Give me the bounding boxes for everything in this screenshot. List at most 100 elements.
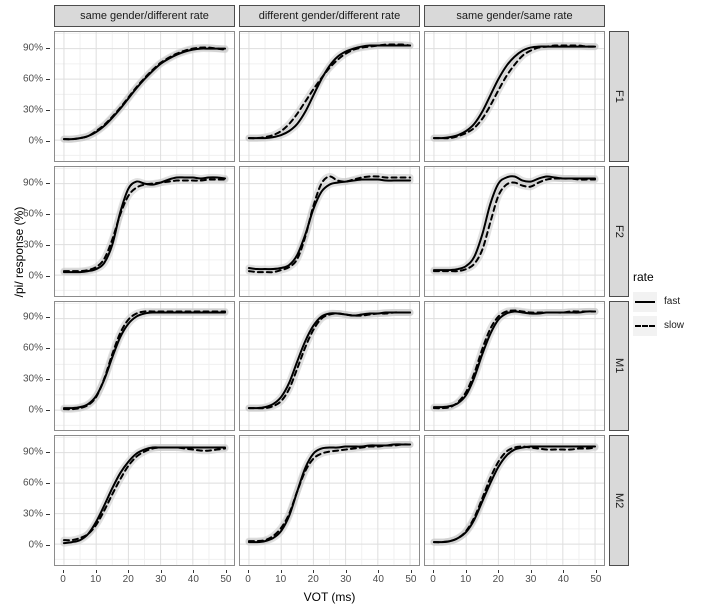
y-tick-mark <box>46 317 50 319</box>
y-tick-label: 60% <box>22 477 43 489</box>
panel-f2-same-gender-different-rate <box>54 165 235 297</box>
facet-row-strip-f1: F1 <box>609 31 629 162</box>
x-tick-label: 0 <box>245 574 251 585</box>
y-tick-mark <box>46 545 50 547</box>
legend-entry-slow: slow <box>633 315 701 336</box>
y-tick-mark <box>46 348 50 350</box>
x-tick-label: 30 <box>525 574 537 585</box>
line-slow <box>434 45 595 138</box>
panel-m2-same-gender-same-rate <box>424 435 605 566</box>
legend: rate fast slow <box>629 0 701 609</box>
x-tick-label: 0 <box>430 574 436 585</box>
x-tick-mark <box>160 570 162 573</box>
x-tick-mark <box>280 570 282 573</box>
x-tick-label: 30 <box>155 574 167 585</box>
x-tick-mark <box>530 570 532 573</box>
facet-grid: same gender/different rate different gen… <box>20 0 629 609</box>
x-axis-gutter-col-1: 0 10 20 30 40 50 <box>54 570 235 585</box>
facet-column-label: same gender/different rate <box>80 10 209 22</box>
panel-f1-same-gender-different-rate <box>54 31 235 162</box>
facet-row-label: M1 <box>613 358 625 374</box>
y-axis-title-column: /pi/ response (%) <box>0 0 26 609</box>
x-tick-mark <box>498 570 500 573</box>
line-fast <box>434 311 595 407</box>
x-axis-gutter-col-3: 0 10 20 30 40 50 <box>424 570 605 585</box>
y-tick-label: 90% <box>22 446 43 458</box>
y-tick-label: 30% <box>22 239 43 251</box>
y-tick-label: 60% <box>22 208 43 220</box>
y-tick-mark <box>46 78 50 80</box>
panel-plot-m2-same-gender-different-rate <box>55 436 234 565</box>
y-tick-mark <box>46 47 50 49</box>
panel-f2-different-gender-different-rate <box>239 165 420 297</box>
facet-column-label: different gender/different rate <box>258 10 401 22</box>
y-tick-label: 0% <box>28 270 43 282</box>
y-tick-label: 0% <box>28 539 43 551</box>
x-tick-label: 40 <box>372 574 384 585</box>
facet-column-strip-same-gender-same-rate: same gender/same rate <box>424 5 605 27</box>
line-slow <box>249 176 410 272</box>
x-tick-mark <box>248 570 250 573</box>
line-fast <box>249 312 410 408</box>
panel-plot-m2-same-gender-same-rate <box>425 436 604 565</box>
x-tick-mark <box>433 570 435 573</box>
panel-f1-same-gender-same-rate <box>424 31 605 162</box>
y-axis-gutter-row-f2: 0% 30% 60% 90% <box>20 166 50 297</box>
panel-plot-m2-different-gender-different-rate <box>240 436 419 565</box>
panel-plot-m1-different-gender-different-rate <box>240 302 419 431</box>
panel-plot-f2-same-gender-different-rate <box>55 167 234 296</box>
y-axis-gutter-row-m2: 0% 30% 60% 90% <box>20 435 50 566</box>
y-axis-gutter-row-f1: 0% 30% 60% 90% <box>20 31 50 162</box>
y-tick-label: 30% <box>22 508 43 520</box>
facet-row-label: F1 <box>613 89 625 103</box>
x-tick-label: 40 <box>557 574 569 585</box>
y-tick-mark <box>46 213 50 215</box>
line-fast <box>434 176 595 270</box>
y-tick-label: 90% <box>22 177 43 189</box>
line-fast <box>434 46 595 138</box>
line-fast <box>249 179 410 269</box>
x-tick-label: 20 <box>122 574 134 585</box>
legend-key-fast <box>633 291 657 312</box>
panel-plot-f1-same-gender-different-rate <box>55 32 234 161</box>
y-tick-mark <box>46 275 50 277</box>
facet-row-strip-m1: M1 <box>609 300 629 432</box>
y-tick-label: 0% <box>28 404 43 416</box>
x-tick-mark <box>595 570 597 573</box>
x-tick-mark <box>193 570 195 573</box>
y-tick-mark <box>46 514 50 516</box>
legend-title: rate <box>633 269 654 284</box>
dashed-line-icon <box>635 324 655 327</box>
y-tick-mark <box>46 244 50 246</box>
y-tick-label: 30% <box>22 373 43 385</box>
x-tick-label: 30 <box>340 574 352 585</box>
line-fast <box>434 447 595 543</box>
y-axis-gutter-row-m1: 0% 30% 60% 90% <box>20 301 50 432</box>
panel-m1-same-gender-different-rate <box>54 300 235 432</box>
y-tick-mark <box>46 140 50 142</box>
x-axis-title: VOT (ms) <box>303 590 356 604</box>
x-tick-mark <box>128 570 130 573</box>
x-tick-label: 50 <box>220 574 232 585</box>
panel-plot-f1-different-gender-different-rate <box>240 32 419 161</box>
panel-m1-different-gender-different-rate <box>239 300 420 432</box>
x-tick-label: 10 <box>90 574 102 585</box>
panel-m2-different-gender-different-rate <box>239 435 420 566</box>
x-tick-mark <box>563 570 565 573</box>
line-fast <box>249 445 410 543</box>
y-tick-mark <box>46 182 50 184</box>
x-tick-mark <box>345 570 347 573</box>
line-slow <box>64 179 225 271</box>
y-tick-mark <box>46 379 50 381</box>
panel-plot-f2-same-gender-same-rate <box>425 167 604 296</box>
x-tick-label: 10 <box>275 574 287 585</box>
x-tick-mark <box>63 570 65 573</box>
facet-column-label: same gender/same rate <box>456 10 573 22</box>
line-fast <box>249 45 410 138</box>
legend-key-slow <box>633 315 657 336</box>
x-tick-mark <box>378 570 380 573</box>
x-tick-label: 0 <box>60 574 66 585</box>
x-tick-mark <box>465 570 467 573</box>
panel-plot-m1-same-gender-same-rate <box>425 302 604 431</box>
panel-f1-different-gender-different-rate <box>239 31 420 162</box>
